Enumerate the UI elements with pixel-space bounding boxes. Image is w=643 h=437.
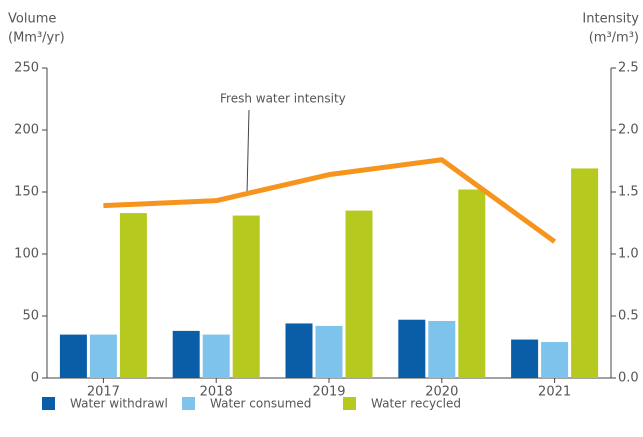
line <box>103 157 557 244</box>
y-tick-label: 50 <box>22 309 39 324</box>
bar <box>172 330 200 378</box>
y2-tick-label: 0.0 <box>618 371 639 386</box>
y2-tick-label: 1.5 <box>618 185 639 200</box>
y2-axis-title: Intensity <box>582 12 639 27</box>
bar <box>232 215 260 378</box>
y2-tick-label: 2.5 <box>618 61 639 76</box>
y-tick-label: 200 <box>14 123 39 138</box>
y-axis-title: (Mm³/yr) <box>8 31 65 46</box>
x-tick-label: 2020 <box>425 385 458 400</box>
y-axis-title: Volume <box>8 12 56 27</box>
bar <box>119 213 147 378</box>
annotation: Fresh water intensity <box>220 92 346 106</box>
x-tick-label: 2017 <box>87 385 120 400</box>
y-tick-label: 250 <box>14 61 39 76</box>
legend-label: Water withdrawl <box>70 397 168 411</box>
bar <box>511 339 539 378</box>
y-tick-label: 150 <box>14 185 39 200</box>
bar <box>89 334 117 378</box>
y2-tick-label: 2.0 <box>618 123 639 138</box>
x-tick-label: 2018 <box>200 385 233 400</box>
bar <box>345 210 373 378</box>
legend-swatch <box>343 397 356 410</box>
y-tick-label: 0 <box>31 371 39 386</box>
y2-axis-title: (m³/m³) <box>589 31 639 46</box>
x-tick-label: 2021 <box>538 385 571 400</box>
y2-tick-label: 0.5 <box>618 309 639 324</box>
y-tick-label: 100 <box>14 247 39 262</box>
annotation-leader <box>246 109 250 195</box>
bar <box>59 334 87 378</box>
legend-label: Water consumed <box>210 397 311 411</box>
bar <box>315 325 343 378</box>
bar <box>398 319 426 378</box>
bar <box>541 342 569 378</box>
bar <box>458 189 486 378</box>
bar <box>202 334 230 378</box>
x-tick-label: 2019 <box>312 385 345 400</box>
legend-label: Water recycled <box>371 397 461 411</box>
legend-swatch <box>182 397 195 410</box>
bar <box>571 168 599 378</box>
legend-swatch <box>42 397 55 410</box>
bar <box>285 323 313 378</box>
y2-tick-label: 1.0 <box>618 247 639 262</box>
bar <box>428 320 456 378</box>
